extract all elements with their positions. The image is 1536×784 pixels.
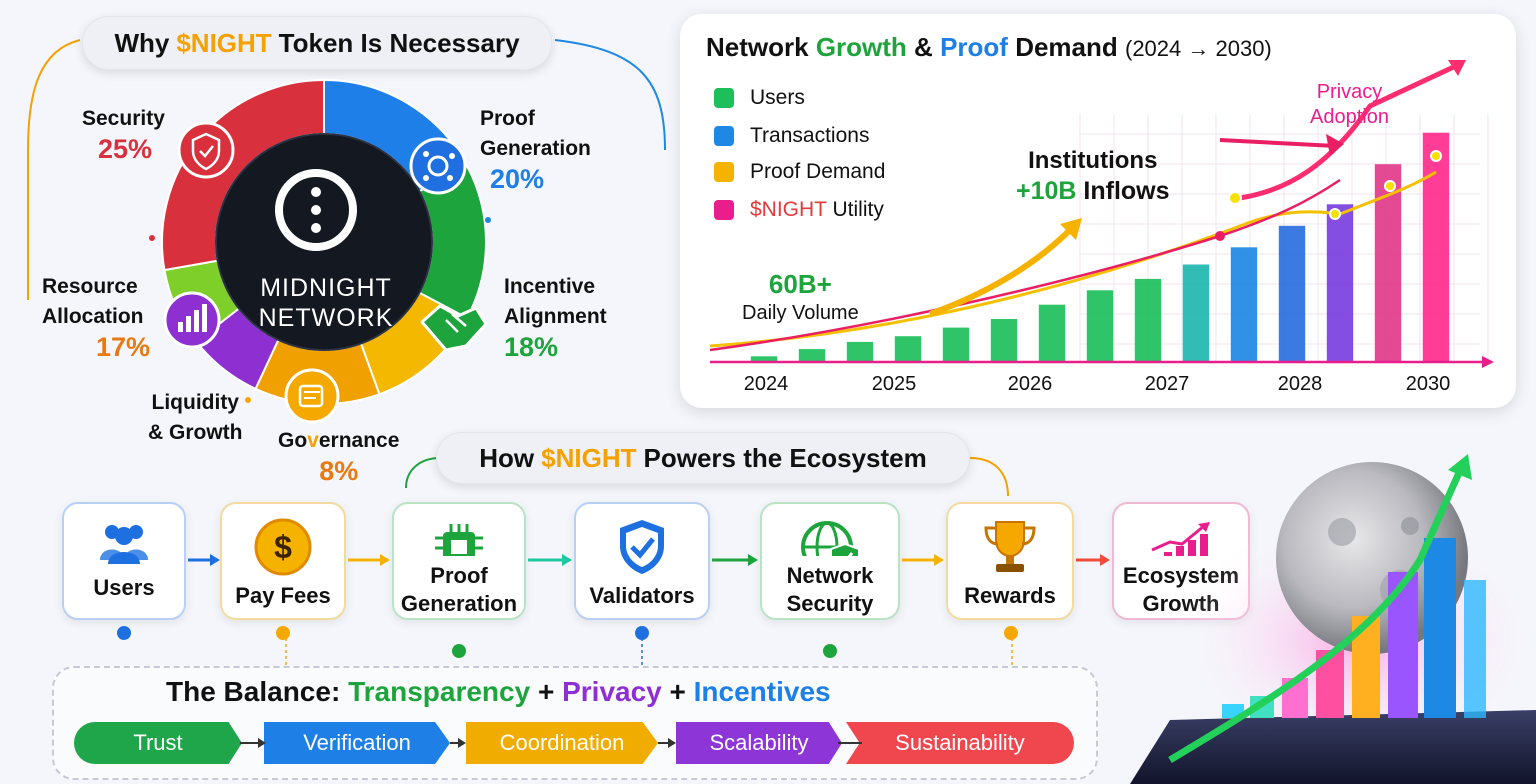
growth-chart-panel: Network Growth & Proof Demand (2024 → 20… [680, 14, 1516, 408]
legend-swatch [714, 126, 734, 146]
flow-step-pay-fees: $ Pay Fees [220, 502, 346, 620]
center-line2: NETWORK [259, 304, 394, 332]
step-dot [276, 626, 290, 640]
step-dot [117, 626, 131, 640]
bar [1422, 132, 1450, 362]
flow-title: How $NIGHT Powers the Ecosystem [436, 432, 970, 484]
segment-governance: Governance 8% [278, 429, 400, 486]
legend-swatch [714, 88, 734, 108]
bar [942, 327, 970, 362]
flow-step-network-security: Network Security [760, 502, 900, 620]
flow-arrows [188, 554, 1110, 566]
institutions-arrow [928, 225, 1075, 317]
gear-network-icon [409, 137, 467, 195]
midnight-logo-icon [275, 169, 357, 251]
donut-chart: MIDNIGHT NETWORK [149, 78, 491, 424]
shield-icon [177, 121, 235, 179]
pillar-scalability: Scalability [676, 722, 842, 764]
bar [1134, 278, 1162, 362]
flow-step-rewards: Rewards [946, 502, 1074, 620]
bar-chart-icon [163, 291, 221, 349]
pillar-verification: Verification [264, 722, 450, 764]
balance-title: The Balance: Transparency + Privacy + In… [166, 676, 831, 707]
pillar-sustainability: Sustainability [846, 722, 1074, 764]
globe-shield-icon [801, 521, 860, 556]
bar [990, 319, 1018, 362]
flow-step-proof-generation: Proof Generation [392, 502, 526, 620]
step-dot [1004, 626, 1018, 640]
bar [1326, 204, 1354, 362]
segment-proof-generation: Proof Generation 20% [480, 107, 591, 194]
x-tick-label: 2030 [1406, 373, 1451, 395]
donut-title: Why $NIGHT Token Is Necessary [82, 16, 552, 70]
bar [1278, 225, 1306, 362]
bar [846, 341, 874, 362]
flow-step-validators: Validators [574, 502, 710, 620]
bar [1230, 247, 1258, 362]
pillar-coordination: Coordination [466, 722, 658, 764]
segment-incentive-alignment: Incentive Alignment 18% [504, 275, 607, 362]
legend-night-utility: $NIGHT Utility [714, 198, 884, 222]
dollar-coin-icon: $ [254, 518, 312, 576]
flow-decor [285, 457, 1013, 666]
trophy-icon [984, 521, 1036, 572]
flow-step-users: Users [62, 502, 186, 620]
arrow-4 [712, 554, 758, 566]
bar [1038, 304, 1066, 362]
chip-icon [435, 524, 483, 556]
bar [1086, 290, 1114, 362]
privacy-adoption-annotation: Privacy Adoption [1310, 81, 1389, 128]
chart-title: Network Growth & Proof Demand (2024 → 20… [706, 32, 1272, 62]
x-tick-label: 2025 [872, 373, 917, 395]
legend-swatch [714, 200, 734, 220]
x-tick-label: 2028 [1278, 373, 1323, 395]
bar [798, 349, 826, 362]
shield-check-icon [620, 520, 664, 574]
bar [894, 336, 922, 362]
legend-proof-demand: Proof Demand [714, 160, 885, 184]
x-tick-label: 2027 [1145, 373, 1190, 395]
arrow-2 [348, 554, 390, 566]
segment-resource-allocation: Resource Allocation 17% [42, 275, 151, 362]
handshake-icon [420, 304, 488, 352]
bar-plot: 2024 2025 2026 2027 2028 2030 [709, 60, 1494, 395]
legend-users: Users [714, 86, 805, 110]
pillar-trust: Trust [74, 722, 242, 764]
legend-swatch [714, 162, 734, 182]
svg-text:$: $ [274, 529, 292, 565]
privacy-arrow [1239, 61, 1462, 201]
legend-transactions: Transactions [714, 124, 869, 148]
step-dot [635, 626, 649, 640]
arrow-5 [902, 554, 944, 566]
moon-growth-illustration [1130, 454, 1536, 784]
step-dot [452, 644, 466, 658]
x-tick-label: 2024 [744, 373, 789, 395]
x-tick-label: 2026 [1008, 373, 1053, 395]
institutions-annotation: Institutions +10B Inflows [1016, 147, 1170, 205]
moon-icon [1276, 462, 1468, 654]
users-icon [100, 525, 148, 564]
arrow-3 [528, 554, 572, 566]
night-utility-line [709, 178, 1341, 352]
center-line1: MIDNIGHT [260, 274, 392, 302]
bar [1182, 264, 1210, 362]
daily-volume-annotation: 60B+ Daily Volume [742, 269, 859, 324]
pillar-connectors [240, 738, 862, 748]
segment-security: Security 25% [82, 107, 165, 164]
arrow-1 [188, 554, 220, 566]
bar [750, 356, 778, 362]
vote-icon [284, 368, 340, 424]
step-dot [823, 644, 837, 658]
segment-liquidity-growth: Liquidity & Growth [148, 391, 243, 444]
proof-demand-line [709, 170, 1437, 348]
donut-center [216, 134, 432, 350]
growth-chart-icon [1151, 522, 1210, 556]
donut-decor [27, 39, 666, 300]
arrow-6 [1076, 554, 1110, 566]
